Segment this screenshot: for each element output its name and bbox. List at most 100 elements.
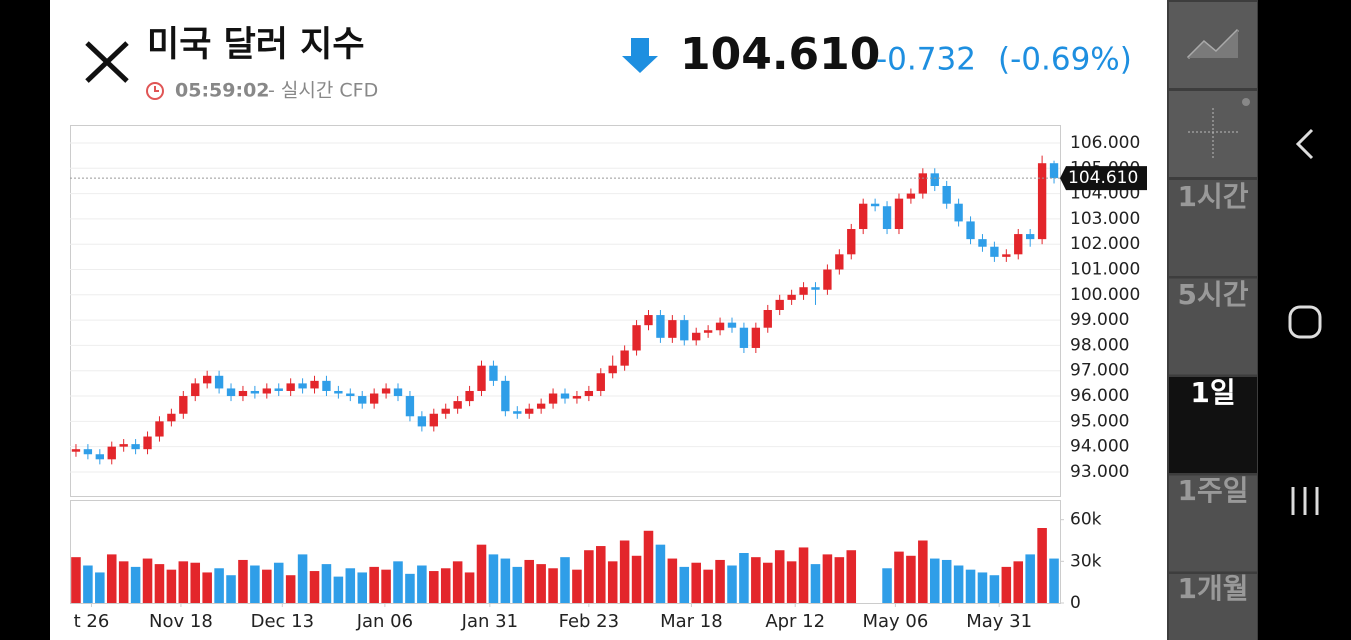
candle-body: [870, 203, 880, 207]
candle-body: [835, 254, 844, 270]
candle-body: [310, 380, 319, 389]
x-tick-label: t 26: [74, 611, 110, 632]
candle-body: [179, 396, 188, 414]
volume-bar: [154, 564, 165, 603]
button-bg: [1169, 2, 1257, 88]
volume-bar: [691, 562, 701, 603]
volume-bar: [548, 568, 558, 603]
back-button[interactable]: [1295, 128, 1314, 160]
candle-body: [286, 383, 295, 391]
candle-body: [859, 203, 868, 230]
volume-bar: [238, 559, 248, 603]
volume-bar: [83, 565, 93, 603]
timeframe-button[interactable]: 1시간: [1169, 180, 1257, 276]
timeframe-button[interactable]: 5시간: [1169, 278, 1257, 375]
volume-bar: [834, 557, 845, 603]
recents-button[interactable]: [1291, 487, 1319, 515]
volume-bar: [357, 572, 367, 603]
volume-bar: [214, 568, 224, 603]
volume-bar: [118, 561, 129, 603]
candle-body: [489, 365, 498, 381]
candle-body: [668, 320, 677, 338]
candle-body: [703, 330, 713, 333]
candle-body: [536, 403, 546, 409]
candle-body: [1026, 234, 1035, 240]
candle-body: [226, 388, 236, 397]
candle-body: [334, 390, 343, 394]
candle-body: [107, 446, 116, 460]
x-tick-label: May 31: [966, 611, 1032, 632]
y-tick-label: 95.000: [1070, 411, 1129, 431]
close-button[interactable]: [85, 41, 129, 83]
candle-body: [1014, 234, 1023, 255]
candle-body: [381, 388, 391, 394]
volume-bar: [1025, 554, 1035, 603]
candle-body: [453, 401, 462, 409]
timeframe-label: 1개월: [1177, 572, 1248, 605]
candle-body: [143, 436, 152, 450]
timeframe-button[interactable]: 1주일: [1169, 474, 1257, 572]
down-arrow: [622, 38, 658, 73]
timeframe-button[interactable]: 1개월: [1169, 572, 1257, 640]
volume-bar: [739, 553, 749, 603]
volume-bar: [989, 575, 1000, 603]
volume-bar: [918, 540, 928, 603]
volume-bar: [369, 566, 379, 603]
candle-body: [119, 444, 128, 447]
candle-body: [632, 325, 641, 351]
candle-body: [214, 375, 224, 389]
volume-bar: [894, 551, 904, 603]
indicator-dot: [1242, 98, 1250, 106]
volume-bar: [488, 554, 499, 603]
crosshair-button[interactable]: [1169, 91, 1257, 177]
volume-bar: [953, 565, 964, 603]
source: - 실시간 CFD: [268, 80, 378, 102]
candle-body: [811, 287, 820, 290]
candle-body: [763, 309, 772, 328]
line-chart-button[interactable]: [1169, 2, 1257, 88]
volume-bar: [393, 561, 403, 603]
x-tick-label: Nov 18: [149, 611, 213, 632]
volume-bar: [607, 561, 618, 603]
volume-bar: [476, 544, 487, 603]
volume-bar: [345, 568, 356, 603]
candle-body: [513, 411, 522, 414]
candle-body: [429, 413, 438, 427]
y-tick-label: 101.000: [1070, 260, 1140, 280]
home-button[interactable]: [1288, 305, 1322, 339]
candle-body: [1049, 163, 1059, 179]
volume-bar: [536, 564, 546, 603]
candle-body: [501, 380, 510, 412]
candle-body: [894, 198, 904, 230]
y-tick-label: 98.000: [1070, 335, 1129, 355]
candle-body: [262, 388, 271, 394]
volume-bar: [71, 557, 81, 603]
candle-body: [918, 173, 928, 194]
y-tick-label: 106.000: [1070, 133, 1140, 153]
button-bg: [1169, 180, 1257, 276]
candle-body: [620, 350, 629, 366]
y-tick-label: 102.000: [1070, 234, 1140, 254]
candle-body: [393, 388, 403, 397]
volume-bar: [977, 572, 988, 603]
candle-body: [799, 287, 808, 295]
volume-bar: [417, 565, 427, 603]
volume-bar: [798, 547, 809, 603]
timeframe-button[interactable]: 1일: [1169, 376, 1257, 473]
y-tick-label: 103.000: [1070, 209, 1140, 229]
candle-body: [942, 185, 951, 204]
candle-body: [775, 299, 784, 310]
volume-bar: [560, 557, 570, 603]
button-bg: [1169, 377, 1257, 473]
volume-bar: [500, 558, 511, 603]
candle-body: [346, 393, 355, 397]
candle-body: [715, 322, 725, 331]
candle-body: [358, 396, 367, 404]
timeframe-label: 1일: [1190, 376, 1235, 409]
clock-hand: [154, 86, 159, 92]
volume-bar: [512, 566, 523, 603]
volume-bar: [142, 558, 153, 603]
volume-bar: [1049, 558, 1059, 603]
volume-bar: [297, 554, 308, 603]
volume-bar: [846, 550, 857, 603]
